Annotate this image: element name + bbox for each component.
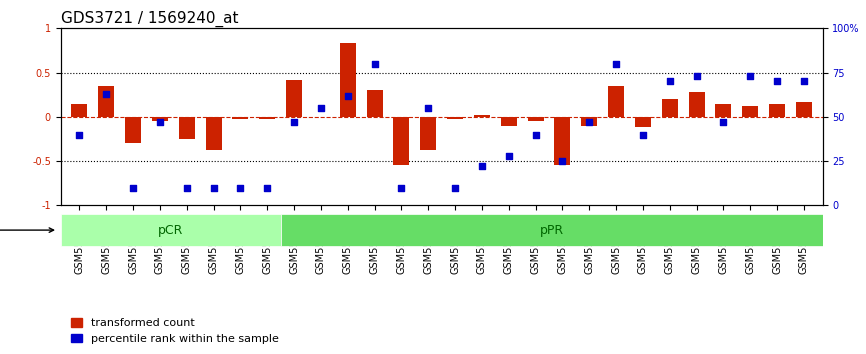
Text: pCR: pCR: [158, 224, 184, 236]
Point: [770, 79, 784, 84]
Point: [368, 61, 382, 67]
Bar: [286, 80, 302, 117]
Bar: [688, 92, 705, 117]
Bar: [71, 104, 87, 117]
Bar: [98, 86, 114, 117]
Bar: [125, 117, 141, 143]
Point: [395, 185, 409, 190]
Point: [126, 185, 140, 190]
Point: [422, 105, 436, 111]
Point: [73, 132, 87, 137]
Point: [234, 185, 248, 190]
Point: [716, 119, 730, 125]
Bar: [366, 90, 383, 117]
Point: [475, 164, 488, 169]
Point: [288, 119, 301, 125]
Point: [100, 91, 113, 97]
Point: [662, 79, 676, 84]
Text: pPR: pPR: [540, 224, 564, 236]
Legend: transformed count, percentile rank within the sample: transformed count, percentile rank withi…: [66, 314, 283, 348]
Bar: [608, 86, 624, 117]
Point: [501, 153, 515, 159]
Point: [341, 93, 355, 98]
Bar: [662, 99, 678, 117]
Text: disease state: disease state: [0, 225, 54, 235]
Point: [314, 105, 328, 111]
Bar: [447, 117, 463, 120]
Bar: [152, 117, 168, 121]
Point: [207, 185, 221, 190]
Point: [609, 61, 623, 67]
Bar: [769, 104, 785, 117]
Point: [180, 185, 194, 190]
Bar: [393, 117, 410, 166]
Point: [555, 158, 569, 164]
Bar: [796, 102, 812, 117]
Bar: [715, 104, 732, 117]
Bar: [259, 117, 275, 120]
Bar: [339, 44, 356, 117]
Point: [636, 132, 650, 137]
Bar: [742, 106, 759, 117]
Point: [743, 73, 757, 79]
Bar: [527, 117, 544, 121]
FancyBboxPatch shape: [61, 214, 281, 246]
Bar: [554, 117, 571, 166]
Point: [797, 79, 811, 84]
FancyBboxPatch shape: [281, 214, 823, 246]
Bar: [635, 117, 651, 127]
Bar: [501, 117, 517, 126]
Point: [689, 73, 703, 79]
Bar: [474, 115, 490, 117]
Point: [448, 185, 462, 190]
Point: [261, 185, 275, 190]
Bar: [178, 117, 195, 139]
Point: [528, 132, 542, 137]
Bar: [581, 117, 598, 126]
Bar: [420, 117, 436, 149]
Bar: [232, 117, 249, 119]
Text: GDS3721 / 1569240_at: GDS3721 / 1569240_at: [61, 11, 238, 27]
Point: [582, 119, 596, 125]
Point: [153, 119, 167, 125]
Bar: [205, 117, 222, 149]
